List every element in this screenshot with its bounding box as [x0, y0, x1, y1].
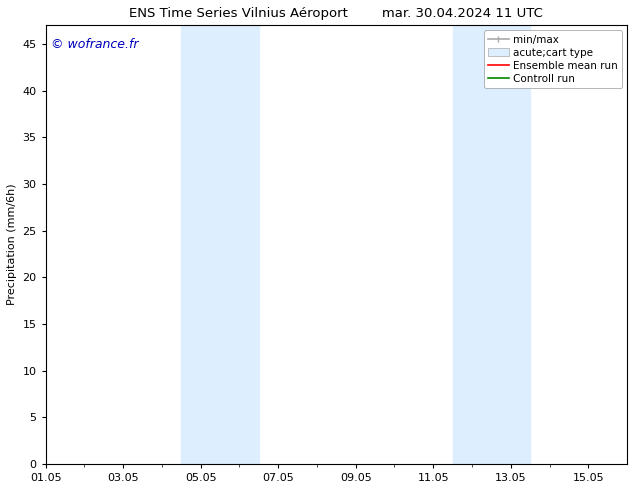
Text: © wofrance.fr: © wofrance.fr: [51, 38, 139, 51]
Y-axis label: Precipitation (mm/6h): Precipitation (mm/6h): [7, 184, 17, 305]
Legend: min/max, acute;cart type, Ensemble mean run, Controll run: min/max, acute;cart type, Ensemble mean …: [484, 30, 622, 88]
Bar: [181, 25, 259, 464]
Bar: [453, 25, 530, 464]
Title: ENS Time Series Vilnius Aéroport        mar. 30.04.2024 11 UTC: ENS Time Series Vilnius Aéroport mar. 30…: [129, 7, 543, 20]
